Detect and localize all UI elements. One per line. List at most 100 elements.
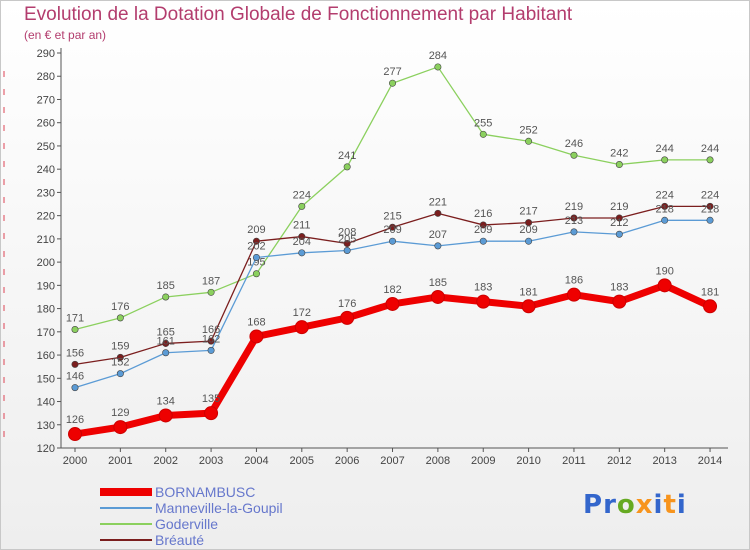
- data-label: 218: [701, 203, 719, 215]
- data-point: [479, 221, 487, 229]
- data-point: [706, 216, 714, 224]
- data-point: [661, 156, 669, 164]
- y-tick-label: 140: [37, 397, 55, 409]
- data-label: 146: [66, 371, 84, 383]
- y-tick-label: 220: [37, 211, 55, 223]
- y-tick-label: 200: [37, 257, 55, 269]
- logo-letter: i: [653, 490, 664, 520]
- data-point: [116, 353, 124, 361]
- y-tick-label: 280: [37, 71, 55, 83]
- y-tick-label: 230: [37, 187, 55, 199]
- data-point: [434, 242, 442, 250]
- data-label: 161: [157, 336, 175, 348]
- x-tick-label: 2003: [199, 455, 223, 467]
- data-label: 171: [66, 313, 84, 325]
- data-point: [71, 360, 79, 368]
- data-point: [706, 156, 714, 164]
- data-point: [706, 202, 714, 210]
- y-tick-label: 210: [37, 234, 55, 246]
- data-label: 224: [656, 189, 674, 201]
- y-tick-label: 190: [37, 280, 55, 292]
- data-label: 181: [519, 286, 537, 298]
- data-point: [566, 287, 581, 302]
- data-point: [570, 214, 578, 222]
- y-tick-label: 170: [37, 327, 55, 339]
- data-label: 190: [656, 265, 674, 277]
- data-label: 208: [338, 227, 356, 239]
- logo-letter: r: [603, 490, 617, 520]
- data-label: 252: [519, 124, 537, 136]
- data-label: 162: [202, 333, 220, 345]
- data-point: [252, 253, 260, 261]
- y-tick-label: 180: [37, 304, 55, 316]
- data-label: 183: [610, 282, 628, 294]
- data-point: [298, 249, 306, 257]
- legend-swatch: [100, 488, 152, 496]
- data-point: [525, 219, 533, 227]
- x-tick-label: 2001: [108, 455, 132, 467]
- x-tick-label: 2013: [652, 455, 676, 467]
- data-label: 224: [701, 189, 719, 201]
- chart-subtitle: (en € et par an): [24, 28, 107, 42]
- data-label: 209: [519, 224, 537, 236]
- legend-label: Manneville-la-Goupil: [155, 500, 283, 516]
- data-label: 217: [519, 206, 537, 218]
- data-point: [479, 130, 487, 138]
- data-point: [249, 329, 264, 344]
- data-label: 219: [610, 201, 628, 213]
- data-label: 212: [610, 217, 628, 229]
- x-tick-label: 2000: [63, 455, 87, 467]
- data-point: [71, 325, 79, 333]
- data-label: 213: [565, 215, 583, 227]
- data-label: 202: [247, 240, 265, 252]
- data-label: 183: [474, 282, 492, 294]
- data-point: [570, 151, 578, 159]
- data-label: 156: [66, 347, 84, 359]
- data-label: 224: [293, 189, 311, 201]
- legend-swatch: [100, 507, 152, 509]
- data-label: 176: [111, 301, 129, 313]
- y-tick-label: 120: [37, 443, 55, 455]
- data-label: 207: [429, 229, 447, 241]
- x-tick-label: 2006: [335, 455, 359, 467]
- logo-letter: P: [583, 490, 604, 520]
- data-point: [343, 247, 351, 255]
- data-label: 172: [293, 307, 311, 319]
- y-tick-label: 240: [37, 164, 55, 176]
- data-point: [389, 223, 397, 231]
- data-point: [525, 137, 533, 145]
- data-point: [162, 349, 170, 357]
- legend-label: BORNAMBUSC: [155, 484, 256, 500]
- data-label: 216: [474, 208, 492, 220]
- data-point: [113, 420, 128, 435]
- y-tick-label: 270: [37, 94, 55, 106]
- data-point: [570, 228, 578, 236]
- data-label: 176: [338, 298, 356, 310]
- data-label: 277: [383, 66, 401, 78]
- logo-letter: x: [635, 490, 654, 520]
- data-label: 244: [701, 143, 719, 155]
- data-point: [162, 339, 170, 347]
- data-point: [252, 237, 260, 245]
- data-point: [343, 163, 351, 171]
- data-label: 126: [66, 414, 84, 426]
- data-label: 185: [157, 280, 175, 292]
- x-tick-label: 2008: [426, 455, 450, 467]
- data-label: 182: [383, 284, 401, 296]
- data-label: 209: [247, 224, 265, 236]
- data-label: 168: [247, 316, 265, 328]
- x-tick-label: 2014: [698, 455, 722, 467]
- data-point: [389, 79, 397, 87]
- x-tick-label: 2012: [607, 455, 631, 467]
- data-label: 209: [383, 224, 401, 236]
- data-label: 152: [111, 357, 129, 369]
- data-point: [661, 202, 669, 210]
- data-label: 187: [202, 275, 220, 287]
- data-label: 205: [338, 234, 356, 246]
- data-point: [207, 337, 215, 345]
- data-label: 284: [429, 50, 447, 62]
- y-tick-label: 290: [37, 48, 55, 60]
- data-label: 218: [656, 203, 674, 215]
- data-point: [476, 294, 491, 309]
